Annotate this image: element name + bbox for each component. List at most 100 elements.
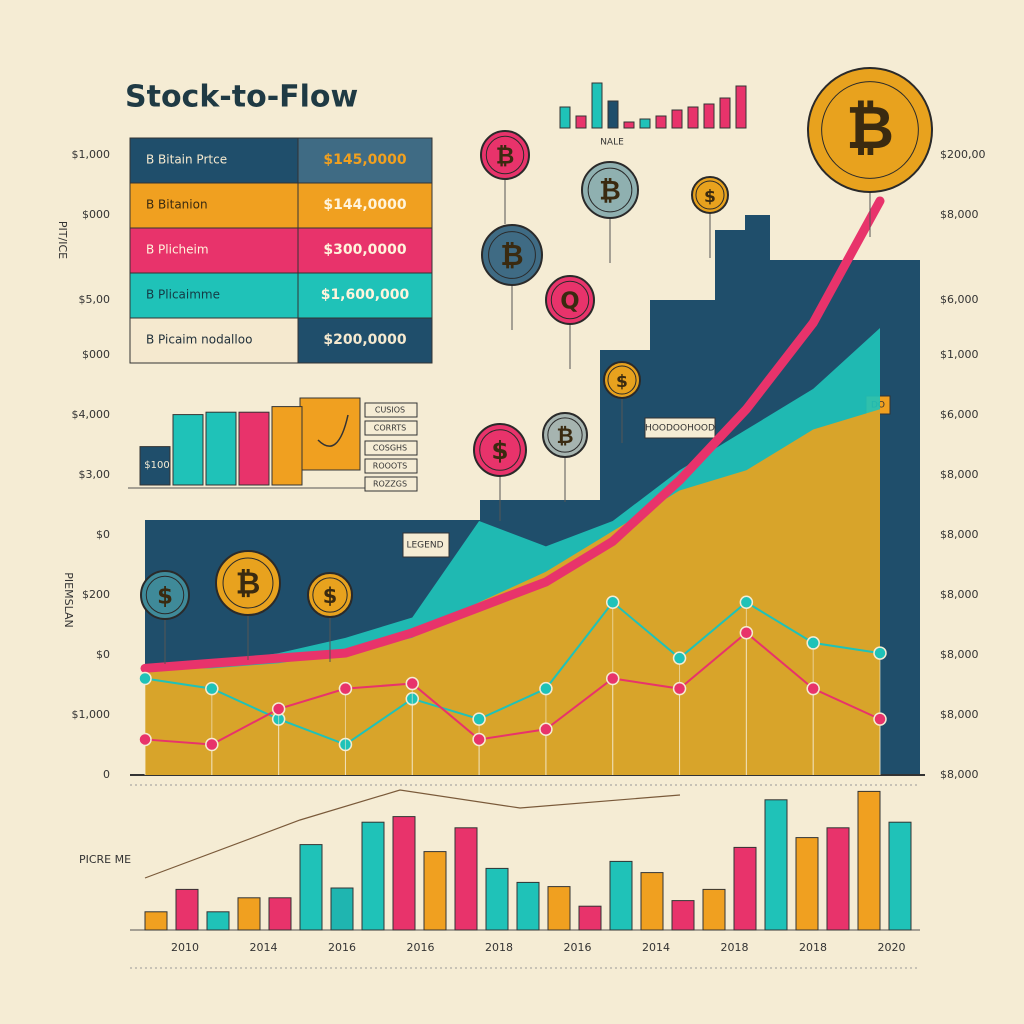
annotation: CORRTS (374, 424, 406, 433)
bar (609, 860, 633, 931)
bar (591, 82, 603, 129)
x-axis-label: 2016 (328, 941, 356, 954)
coin-rim (550, 280, 590, 320)
bar (764, 799, 788, 931)
bar (206, 911, 230, 931)
title: Stock-to-Flow (125, 80, 358, 115)
coin (480, 130, 530, 180)
marker (472, 732, 486, 747)
coin (603, 361, 641, 399)
bar (547, 886, 571, 931)
legend-label: B Bitain Prtce (146, 153, 227, 167)
coin-symbol: $ (491, 436, 508, 465)
bar (888, 821, 912, 931)
annotation: ROZZGS (373, 480, 407, 489)
marker (873, 712, 887, 726)
y-axis-label: $8,000 (940, 528, 979, 541)
marker (405, 676, 420, 691)
coin (691, 176, 729, 214)
marker (205, 681, 219, 696)
annotation-box (402, 532, 450, 558)
bar (559, 106, 571, 129)
y-axis-label: $0 (96, 528, 110, 541)
marker (539, 722, 553, 737)
y-axis-label: $1,000 (72, 708, 111, 721)
arrow (317, 414, 349, 447)
bar (639, 118, 651, 129)
y-axis-label: $6,000 (940, 408, 979, 421)
bar (454, 827, 478, 931)
marker (605, 595, 620, 610)
bar (719, 97, 731, 129)
annotation: LEGEND (406, 541, 443, 551)
bar (671, 900, 695, 931)
line (144, 631, 881, 746)
coin (481, 224, 543, 286)
marker (739, 626, 754, 640)
bar (703, 103, 715, 129)
coin-rim (145, 575, 185, 615)
annotation: HOODOOHOOD (645, 424, 715, 434)
legend-cell (297, 137, 433, 184)
bar (575, 115, 587, 129)
bar-label: $100 (144, 460, 169, 471)
bar (268, 897, 292, 931)
y-axis-label: $8,000 (940, 768, 979, 781)
annotation-box (364, 458, 418, 474)
y-axis-label: $000 (82, 208, 110, 221)
coin (542, 412, 588, 458)
annotation-box (644, 417, 716, 439)
marker (605, 671, 620, 686)
y-axis-label: $0 (96, 648, 110, 661)
bar (330, 887, 354, 931)
annotation: CUSIOS (375, 406, 405, 415)
bar (139, 446, 171, 486)
coin-symbol: $ (157, 584, 173, 610)
bar (144, 911, 168, 931)
bar (607, 100, 619, 129)
coin-symbol: ₿ (846, 93, 894, 162)
coin-symbol: ₿ (496, 144, 515, 170)
marker (338, 681, 353, 696)
y-axis-label: $8,000 (940, 588, 979, 601)
bar (392, 816, 416, 931)
annotation-box (364, 440, 418, 456)
coin-symbol: $ (616, 372, 628, 392)
coin (215, 550, 281, 616)
coin-rim (479, 429, 521, 471)
coin-rim (587, 167, 633, 213)
bar (640, 872, 664, 931)
legend-label: B Picaim nodalloo (146, 333, 252, 347)
trend-line (144, 789, 681, 879)
bar (423, 851, 447, 931)
y-axis-label: 0 (103, 768, 110, 781)
x-axis-label: 2016 (564, 941, 592, 954)
bar (702, 888, 726, 931)
bar (671, 109, 683, 129)
coin-symbol: Q (560, 289, 579, 315)
legend-label: B Plicaimme (146, 288, 220, 302)
coin-rim (485, 135, 525, 175)
annotation-box (364, 420, 418, 436)
coin-symbol: ₿ (599, 176, 621, 207)
coin (473, 423, 527, 477)
legend-value: $300,0000 (323, 242, 407, 258)
bar (205, 411, 237, 486)
coin (545, 275, 595, 325)
legend-cell (129, 182, 299, 229)
legend-value: $1,600,000 (321, 287, 410, 303)
coin-rim (547, 417, 583, 453)
coin-symbol: ₿ (236, 567, 261, 602)
y-axis-label: $6,000 (940, 293, 979, 306)
annotation: COSGHS (373, 444, 407, 453)
coin (807, 67, 933, 193)
legend-cell (297, 227, 433, 274)
coin-rim (222, 557, 274, 609)
y-axis-label: $5,00 (79, 293, 111, 306)
bar (271, 406, 303, 486)
x-axis-label: 2016 (407, 941, 435, 954)
y-axis-label: $200,00 (940, 148, 986, 161)
marker (739, 595, 754, 610)
legend-label: B Plicheim (146, 243, 209, 257)
